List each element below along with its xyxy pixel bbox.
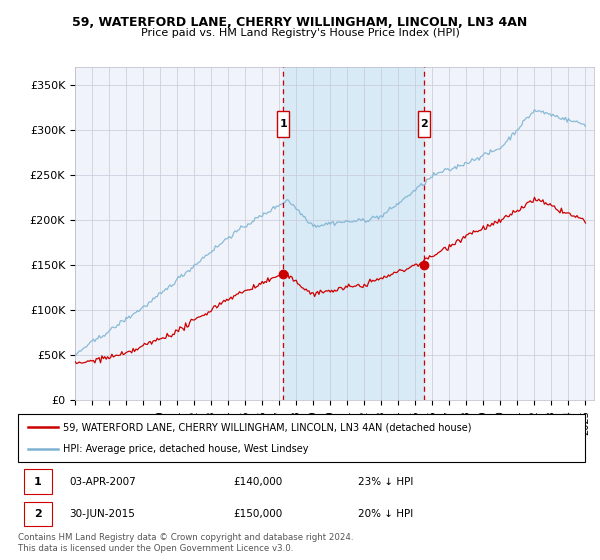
Text: 1: 1 <box>280 119 287 129</box>
FancyBboxPatch shape <box>418 111 430 137</box>
Text: 59, WATERFORD LANE, CHERRY WILLINGHAM, LINCOLN, LN3 4AN (detached house): 59, WATERFORD LANE, CHERRY WILLINGHAM, L… <box>64 422 472 432</box>
Text: 2: 2 <box>34 508 42 519</box>
Text: Contains HM Land Registry data © Crown copyright and database right 2024.
This d: Contains HM Land Registry data © Crown c… <box>18 533 353 553</box>
FancyBboxPatch shape <box>18 414 585 462</box>
FancyBboxPatch shape <box>23 469 52 494</box>
Text: 59, WATERFORD LANE, CHERRY WILLINGHAM, LINCOLN, LN3 4AN: 59, WATERFORD LANE, CHERRY WILLINGHAM, L… <box>73 16 527 29</box>
Text: £150,000: £150,000 <box>233 508 283 519</box>
Text: 23% ↓ HPI: 23% ↓ HPI <box>358 477 413 487</box>
Text: 20% ↓ HPI: 20% ↓ HPI <box>358 508 413 519</box>
Text: 2: 2 <box>420 119 428 129</box>
FancyBboxPatch shape <box>23 502 52 526</box>
Bar <box>283 67 424 400</box>
Text: 03-APR-2007: 03-APR-2007 <box>69 477 136 487</box>
Text: 30-JUN-2015: 30-JUN-2015 <box>69 508 135 519</box>
Text: HPI: Average price, detached house, West Lindsey: HPI: Average price, detached house, West… <box>64 444 309 454</box>
FancyBboxPatch shape <box>277 111 289 137</box>
Text: Price paid vs. HM Land Registry's House Price Index (HPI): Price paid vs. HM Land Registry's House … <box>140 28 460 38</box>
Text: £140,000: £140,000 <box>233 477 283 487</box>
Text: 1: 1 <box>34 477 42 487</box>
